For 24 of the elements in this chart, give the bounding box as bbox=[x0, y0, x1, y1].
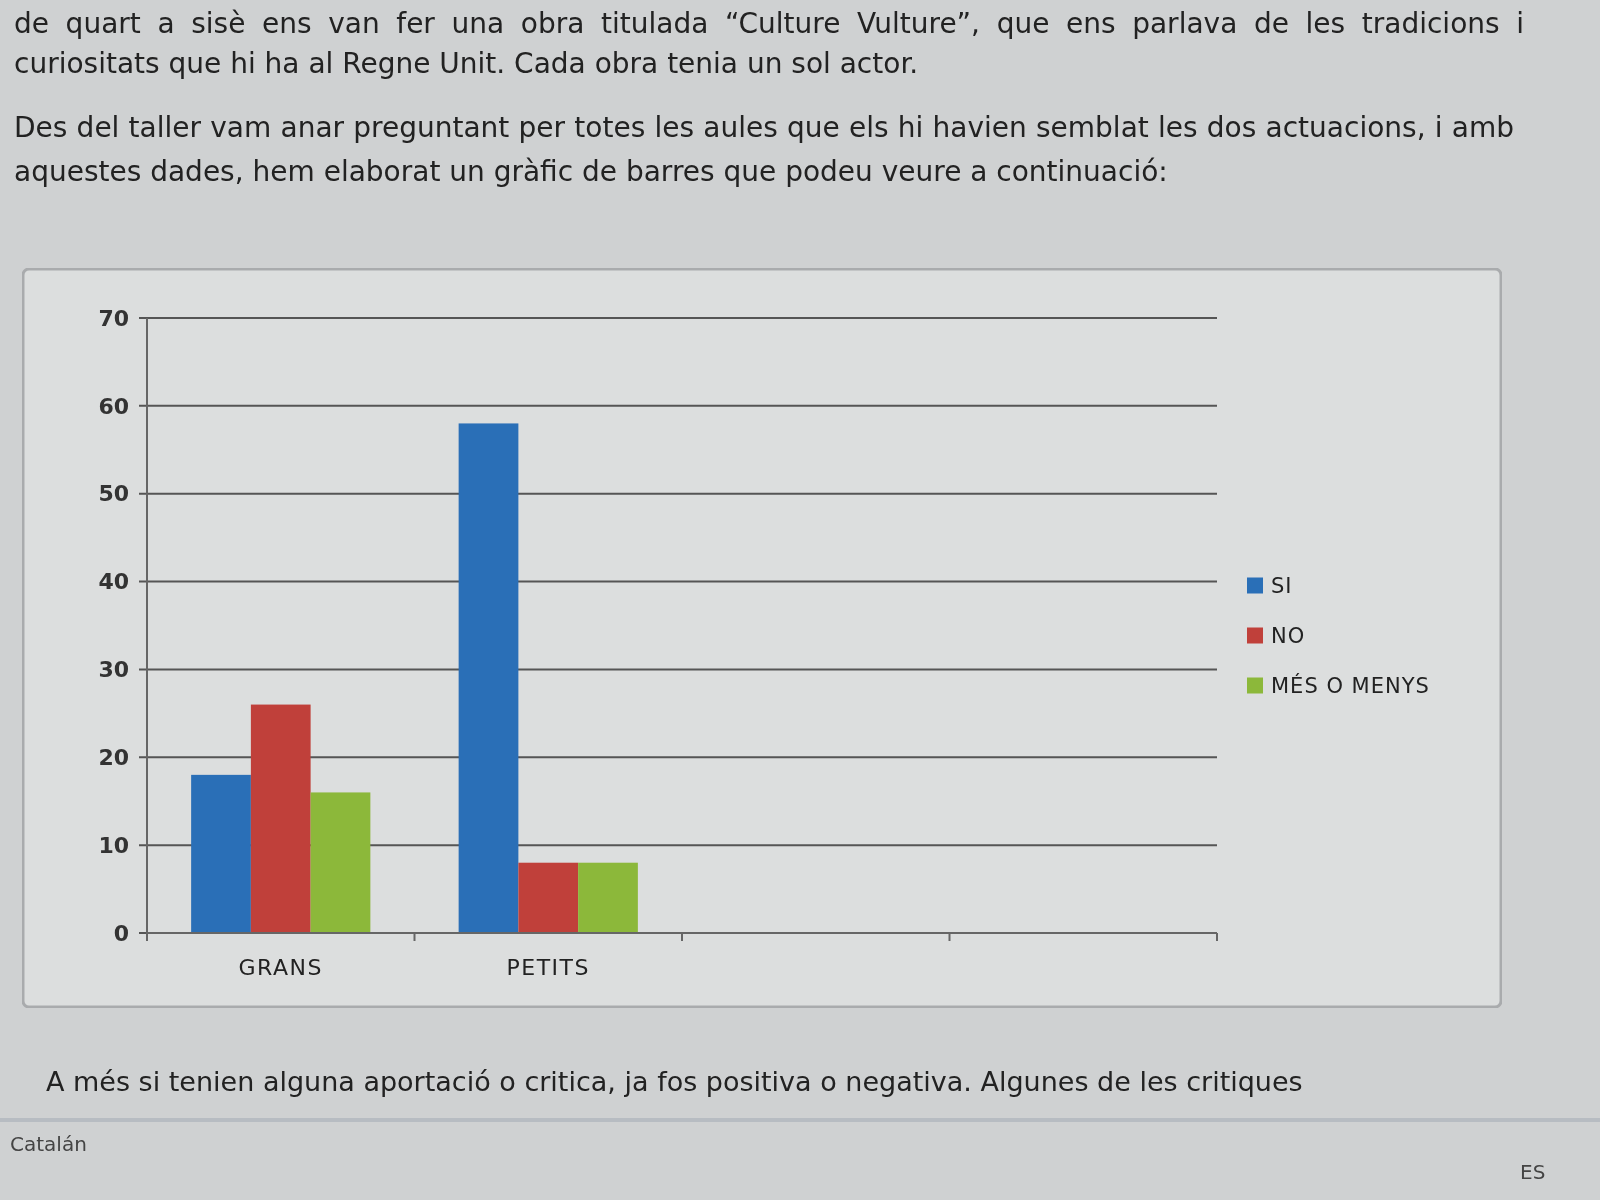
text: Des del taller vam anar preguntant per totes les aules que els hi havien semblat les dos actuacions, i amb aquestes dades, hem elaborat un gràfic de barres que podeu veure a continuació: bbox=[14, 110, 1514, 190]
y-tick-label: 50 bbox=[98, 481, 129, 507]
x-tick-label: GRANS bbox=[238, 955, 323, 980]
bar bbox=[458, 423, 519, 933]
y-tick-label: 70 bbox=[98, 305, 129, 331]
y-tick-label: 40 bbox=[98, 569, 129, 595]
legend-label: NO bbox=[1271, 623, 1306, 648]
y-tick-label: 0 bbox=[113, 920, 129, 946]
y-tick-label: 20 bbox=[98, 744, 129, 770]
bar bbox=[518, 862, 579, 933]
text: A més si tenien alguna aportació o critica, ja fos positiva o negativa. Algunes de les critiques bbox=[46, 1065, 1304, 1099]
bar bbox=[310, 792, 371, 933]
legend-label: MÉS O MENYS bbox=[1271, 672, 1430, 698]
y-tick-label: 30 bbox=[98, 657, 129, 683]
legend-label: SI bbox=[1271, 573, 1293, 598]
bar bbox=[250, 704, 311, 933]
text: Catalán bbox=[10, 1131, 87, 1158]
y-tick-label: 10 bbox=[98, 832, 129, 858]
bar bbox=[191, 774, 251, 933]
text: ES bbox=[1520, 1159, 1546, 1186]
x-tick-label: PETITS bbox=[506, 955, 590, 980]
text: de quart a sisè ens van fer una obra titulada “Culture Vulture”, que ens parlava de les tradicions i curiositats que hi ha al Regne Unit. Cada obra tenia un sol actor. bbox=[14, 6, 1524, 82]
bar bbox=[578, 862, 638, 933]
y-tick-label: 60 bbox=[98, 393, 129, 419]
